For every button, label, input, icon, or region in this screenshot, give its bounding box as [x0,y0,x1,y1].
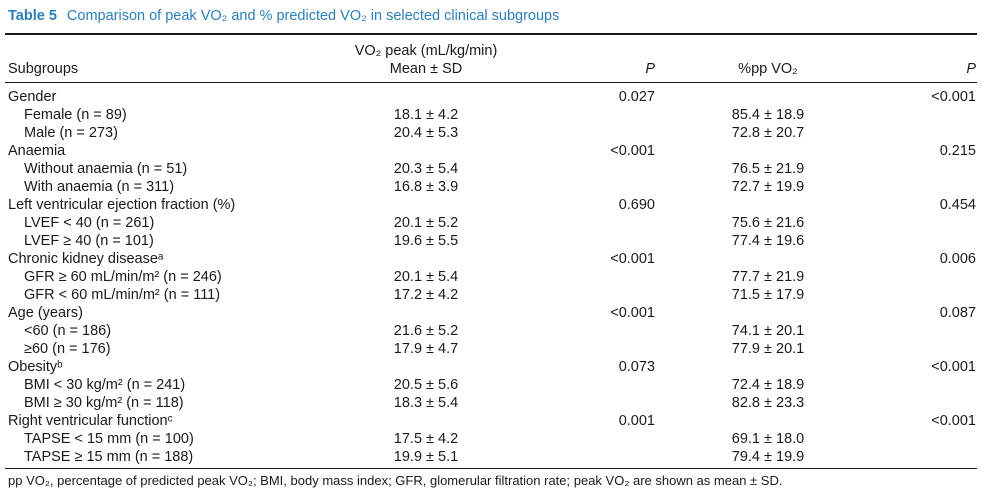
percent-predicted-cell: 82.8 ± 23.3 [731,395,805,411]
group-label: Gender [8,89,57,105]
p-value-vo2-cell: <0.001 [610,305,655,321]
vo2-peak-cell: 20.4 ± 5.3 [393,125,459,141]
header-vo2-peak: VO₂ peak (mL/kg/min) [354,43,498,59]
subgroup-label: LVEF ≥ 40 (n = 101) [24,233,154,249]
vo2-peak-cell: 17.2 ± 4.2 [393,287,459,303]
subgroup-label: <60 (n = 186) [24,323,112,339]
header-subgroups: Subgroups [8,61,79,77]
percent-predicted-cell: 76.5 ± 21.9 [731,161,805,177]
subgroup-label: Without anaemia (n = 51) [24,161,188,177]
vo2-peak-cell: 16.8 ± 3.9 [393,179,459,195]
group-label: Anaemia [8,143,66,159]
percent-predicted-cell: 77.7 ± 21.9 [731,269,805,285]
p-value-pp-cell: <0.001 [931,89,976,105]
p-value-pp-cell: 0.454 [939,197,976,213]
group-label: Right ventricular functionᶜ [8,413,173,429]
vo2-peak-cell: 20.1 ± 5.2 [393,215,459,231]
subgroup-label: GFR ≥ 60 mL/min/m² (n = 246) [24,269,222,285]
percent-predicted-cell: 69.1 ± 18.0 [731,431,805,447]
vo2-peak-cell: 17.5 ± 4.2 [393,431,459,447]
p-value-vo2-cell: <0.001 [610,251,655,267]
p-value-vo2-cell: 0.073 [618,359,655,375]
percent-predicted-cell: 71.5 ± 17.9 [731,287,805,303]
p-value-pp-cell: 0.006 [939,251,976,267]
table-title: Comparison of peak VO₂ and % predicted V… [66,8,560,24]
p-value-pp-cell: 0.215 [939,143,976,159]
percent-predicted-cell: 77.9 ± 20.1 [731,341,805,357]
percent-predicted-cell: 72.7 ± 19.9 [731,179,805,195]
p-value-vo2-cell: 0.027 [618,89,655,105]
vo2-peak-cell: 19.6 ± 5.5 [393,233,459,249]
vo2-peak-cell: 18.3 ± 5.4 [393,395,459,411]
header-p-pp: P [880,60,976,78]
percent-predicted-cell: 77.4 ± 19.6 [731,233,805,249]
subgroup-label: LVEF < 40 (n = 261) [24,215,155,231]
vo2-peak-cell: 17.9 ± 4.7 [393,341,459,357]
subgroup-label: With anaemia (n = 311) [24,179,175,195]
percent-predicted-cell: 79.4 ± 19.9 [731,449,805,465]
header-mean-sd: Mean ± SD [389,61,463,77]
vo2-peak-cell: 20.1 ± 5.4 [393,269,459,285]
group-label: Chronic kidney diseaseᵃ [8,251,164,267]
p-value-pp-cell: 0.087 [939,305,976,321]
header-p-vo2: P [560,60,655,78]
percent-predicted-cell: 74.1 ± 20.1 [731,323,805,339]
vo2-peak-cell: 18.1 ± 4.2 [393,107,459,123]
subgroup-label: TAPSE < 15 mm (n = 100) [24,431,194,447]
table-caption: Table 5 Comparison of peak VO₂ and % pre… [8,6,559,26]
p-value-pp-cell: <0.001 [931,359,976,375]
table-footnote: pp VO₂, percentage of predicted peak VO₂… [8,473,783,488]
percent-predicted-cell: 85.4 ± 18.9 [731,107,805,123]
p-value-vo2-cell: 0.690 [618,197,655,213]
table-label: Table 5 [8,8,57,24]
percent-predicted-cell: 72.8 ± 20.7 [731,125,805,141]
percent-predicted-cell: 75.6 ± 21.6 [731,215,805,231]
subgroup-label: Female (n = 89) [24,107,127,123]
vo2-peak-cell: 20.3 ± 5.4 [393,161,459,177]
group-label: Age (years) [8,305,83,321]
group-label: Obesityᵇ [8,359,63,375]
subgroup-label: BMI < 30 kg/m² (n = 241) [24,377,186,393]
vo2-peak-cell: 21.6 ± 5.2 [393,323,459,339]
subgroup-label: Male (n = 273) [24,125,118,141]
header-p-vo2-label: P [645,61,655,77]
vo2-peak-cell: 20.5 ± 5.6 [393,377,459,393]
group-label: Left ventricular ejection fraction (%) [8,197,236,213]
p-value-pp-cell: <0.001 [931,413,976,429]
subgroup-label: ≥60 (n = 176) [24,341,111,357]
bottom-rule [5,468,977,469]
subgroup-label: BMI ≥ 30 kg/m² (n = 118) [24,395,184,411]
top-rule [5,33,977,35]
header-rule [5,82,977,83]
header-p-pp-label: P [966,61,976,77]
header-percent-predicted: %pp VO₂ [738,61,798,77]
percent-predicted-cell: 72.4 ± 18.9 [731,377,805,393]
p-value-vo2-cell: <0.001 [610,143,655,159]
vo2-peak-cell: 19.9 ± 5.1 [393,449,459,465]
subgroup-label: GFR < 60 mL/min/m² (n = 111) [24,287,221,303]
p-value-vo2-cell: 0.001 [618,413,655,429]
subgroup-label: TAPSE ≥ 15 mm (n = 188) [24,449,194,465]
